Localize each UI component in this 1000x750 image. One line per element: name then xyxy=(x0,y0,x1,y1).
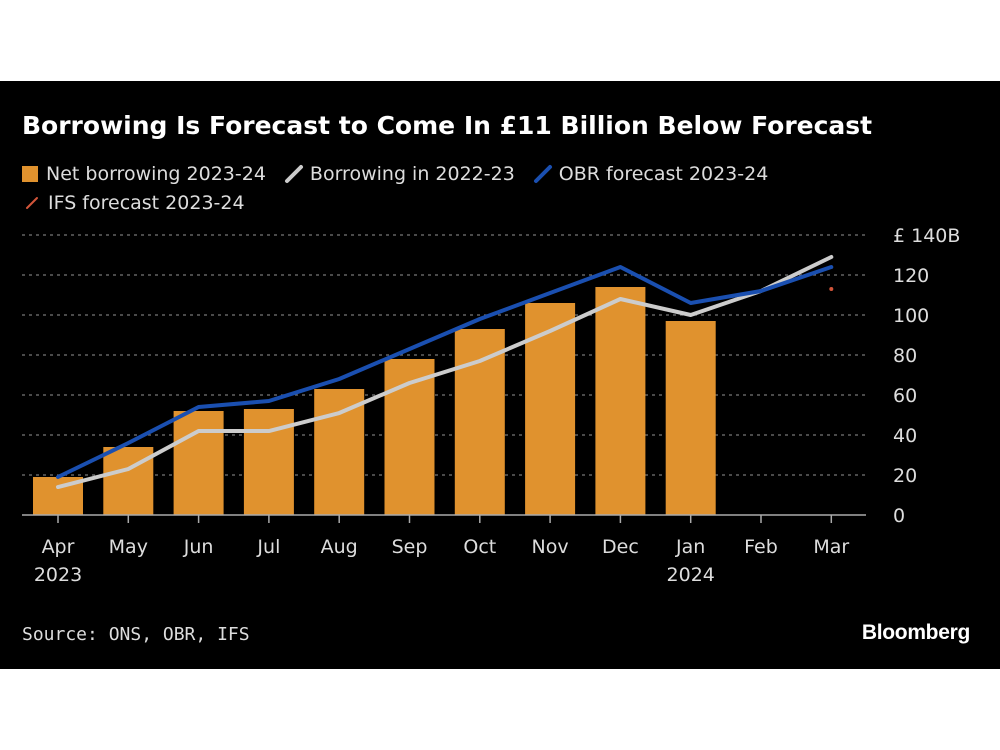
bar-nov xyxy=(525,303,576,515)
x-tick-label-mar: Mar xyxy=(813,536,849,558)
legend-label-obr: OBR forecast 2023-24 xyxy=(558,163,769,185)
bar-aug xyxy=(314,389,365,515)
x-tick-sublabel-2024: 2024 xyxy=(667,564,715,586)
legend-item-ifs: IFS forecast 2023-24 xyxy=(22,192,245,214)
legend-label-net-borrowing: Net borrowing 2023-24 xyxy=(46,163,266,185)
x-tick-label-dec: Dec xyxy=(602,536,639,558)
x-tick-label-may: May xyxy=(109,536,148,558)
y-tick-label-140: £ 140B xyxy=(893,225,960,247)
y-tick-label-120: 120 xyxy=(893,265,929,287)
legend-label-prev-year: Borrowing in 2022-23 xyxy=(309,163,515,185)
x-tick-label-sep: Sep xyxy=(392,536,428,558)
legend-swatch-prev-year xyxy=(284,165,303,183)
x-tick-label-nov: Nov xyxy=(532,536,569,558)
line-borrowing-2022-23 xyxy=(56,255,834,489)
x-tick-label-aug: Aug xyxy=(321,536,358,558)
point-ifs-forecast-mar xyxy=(829,287,834,291)
bar-jan xyxy=(665,321,716,515)
legend-swatch-obr xyxy=(533,165,552,183)
chart-plot: 0 20 40 60 80 100 120 £ 140B Apr 2023 May Jun Jul Aug… xyxy=(22,225,960,586)
legend-item-obr: OBR forecast 2023-24 xyxy=(533,163,769,185)
legend-row-1: Net borrowing 2023-24 Borrowing in 2022-… xyxy=(22,163,786,185)
chart-title: Borrowing Is Forecast to Come In £11 Bil… xyxy=(22,111,873,140)
y-tick-label-40: 40 xyxy=(893,425,917,447)
source-note: Source: ONS, OBR, IFS xyxy=(22,624,250,645)
x-tick-label-jun: Jun xyxy=(183,536,214,558)
bar-may xyxy=(103,447,154,515)
y-tick-label-100: 100 xyxy=(893,305,929,327)
bar-dec xyxy=(595,287,646,515)
y-tick-label-0: 0 xyxy=(893,505,905,527)
y-tick-label-20: 20 xyxy=(893,465,917,487)
x-tick-label-apr: Apr xyxy=(42,536,75,558)
x-tick-sublabel-2023: 2023 xyxy=(34,564,82,586)
y-tick-label-60: 60 xyxy=(893,385,917,407)
legend-swatch-net-borrowing xyxy=(22,166,38,182)
bar-oct xyxy=(454,329,505,515)
line-obr-forecast-2023-24 xyxy=(56,265,834,479)
bloomberg-logo: Bloomberg xyxy=(861,621,970,644)
legend-swatch-ifs xyxy=(26,197,38,209)
legend-item-net-borrowing: Net borrowing 2023-24 xyxy=(22,163,266,185)
bar-jun xyxy=(173,411,224,515)
legend-item-prev-year: Borrowing in 2022-23 xyxy=(284,163,515,185)
y-tick-label-80: 80 xyxy=(893,345,917,367)
legend-row-2: IFS forecast 2023-24 xyxy=(22,192,263,214)
legend-label-ifs: IFS forecast 2023-24 xyxy=(48,192,245,214)
x-tick-label-oct: Oct xyxy=(463,536,496,558)
x-tick-label-jul: Jul xyxy=(256,536,280,558)
x-tick-label-feb: Feb xyxy=(744,536,778,558)
chart-panel: Borrowing Is Forecast to Come In £11 Bil… xyxy=(0,81,1000,669)
x-tick-label-jan: Jan xyxy=(675,536,705,558)
